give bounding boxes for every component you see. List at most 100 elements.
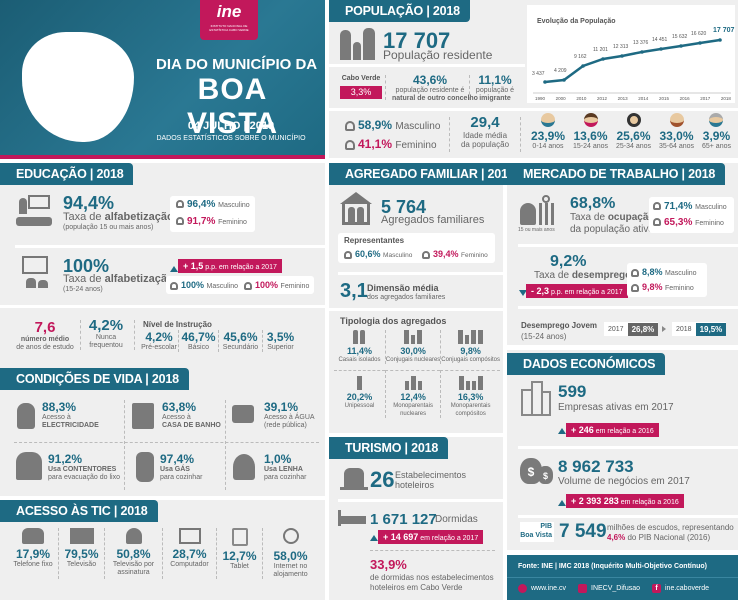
natural-value: 43,6%: [412, 73, 448, 87]
chart-x-axis: 1990 2000 2010 2012 2013 2014 2015 2016 …: [535, 96, 731, 101]
x-tick: 2013: [617, 96, 628, 101]
pop-masculino: 58,9% Masculino: [345, 118, 440, 132]
tipologia-item: 12,4% Monoparentais nucleares: [384, 370, 441, 418]
jovem-desemp-label2: (15-24 anos): [521, 332, 567, 341]
nivel-value: 46,7%: [181, 330, 216, 344]
header-subtitle: DADOS ESTATÍSTICOS SOBRE O MUNICÍPIO: [156, 135, 306, 142]
cond-value: 97,4%: [160, 452, 195, 466]
age-group: 23,9% 0-14 anos: [531, 113, 565, 151]
worker-tools-icon: [520, 195, 560, 225]
mercado-panel: [507, 163, 738, 345]
x-tick: 1990: [535, 96, 546, 101]
cond-label: ELECTRICIDADE: [42, 422, 99, 429]
agregados-label: Agregados familiares: [381, 214, 485, 226]
masc-value: 8,8%: [642, 267, 663, 277]
divider: [329, 308, 503, 311]
tipologia-label: Monoparentais compósitos: [450, 403, 491, 417]
cond-label: Acesso à: [42, 414, 71, 421]
classroom-icon: [16, 195, 52, 227]
divider: [518, 515, 738, 518]
pib-label: Boa Vista: [520, 532, 552, 539]
year-value: 19,5%: [695, 322, 727, 336]
logo-text: INSTITUTO NACIONAL DE ESTATÍSTICA CABO V…: [209, 24, 249, 32]
gas-bottle-icon: [136, 452, 154, 482]
chart-line: [533, 38, 731, 94]
natural-outro-concelho: 43,6% população residente é natural de o…: [392, 73, 478, 103]
idade-label: da população: [460, 140, 510, 149]
masc-label: Masculino: [218, 202, 250, 209]
section-title-populacao: POPULAÇÃO | 2018: [329, 0, 470, 22]
x-tick: 2018: [720, 96, 731, 101]
jovem-alfa-sub: (15-24 anos): [63, 286, 103, 293]
year-label: 2018: [676, 325, 692, 333]
chart-point-label: 12 313: [613, 44, 629, 50]
teacher-icon: [20, 256, 52, 290]
pib-pct: 4,6%: [607, 533, 626, 542]
badge-text: em relação a 2017: [564, 289, 623, 296]
imigrante-label: população é: [475, 87, 515, 94]
firewood-icon: [233, 454, 255, 480]
badge-text: em relação a 2016: [595, 428, 654, 435]
age-label: 25-34 anos: [615, 143, 652, 150]
alfa-label-bold: alfabetização: [104, 273, 174, 285]
nunca-frequentou: 4,2% Nunca frequentou: [84, 317, 128, 350]
ocup-icon-label: 15 ou mais anos: [518, 227, 555, 233]
dimensao-label2: dos agregados familiares: [367, 294, 446, 301]
badge-text: em relação a 2017: [218, 264, 277, 271]
pib-text2: 4,6% do PIB Nacional (2016): [607, 533, 710, 542]
footer-facebook-link[interactable]: f ine.caboverde: [652, 584, 709, 593]
negocios-value: 8 962 733: [558, 457, 634, 476]
x-tick: 2016: [679, 96, 690, 101]
masc-value: 96,4%: [187, 199, 216, 210]
x-tick: 2010: [576, 96, 587, 101]
nunca-value: 4,2%: [88, 317, 124, 334]
arrow-down-icon: [519, 290, 527, 296]
age-label: 0-14 anos: [532, 143, 564, 150]
desemp-label: Taxa de desemprego: [534, 270, 631, 281]
fem-label: Feminino: [218, 219, 247, 226]
age-group: 13,6% 15-24 anos: [573, 113, 608, 151]
nivel-label: Pré-escolar: [141, 344, 177, 351]
masc-value: 71,4%: [664, 201, 693, 212]
tic-item: 28,7% Computador: [162, 528, 216, 579]
header-accent-bar: [0, 155, 325, 159]
chart-point-label: 11 201: [593, 47, 608, 53]
nunca-label: Nunca: [95, 334, 117, 341]
lightbulb-icon: [17, 403, 35, 429]
male-icon: [176, 200, 184, 209]
cond-value: 88,3%: [42, 400, 77, 414]
tipologia-value: 30,0%: [400, 346, 426, 356]
nivel-label: Secundário: [222, 344, 259, 351]
badge-unit: p.p.: [205, 264, 217, 271]
dormidas-badge: + 14 697 em relação a 2017: [378, 530, 484, 544]
water-tap-icon: [232, 405, 254, 423]
footer-website-link[interactable]: www.ine.cv: [518, 584, 566, 593]
divider: [0, 305, 325, 308]
nivel-label: Superior: [267, 344, 294, 351]
footer-twitter-link[interactable]: INECV_Difusao: [578, 584, 640, 593]
population-total: 17 707: [383, 28, 451, 53]
age-group: 25,6% 25-34 anos: [616, 113, 651, 151]
cond-label: Usa GÁS: [160, 466, 190, 473]
masc-value: 60,6%: [355, 249, 381, 259]
logo-mark-icon: ine: [216, 2, 242, 21]
tic-item: 79,5% Televisão: [58, 528, 104, 579]
pib-text: do PIB Nacional (2016): [625, 533, 711, 542]
masc-label: Masculino: [695, 204, 727, 211]
badge-value: - 2,3: [531, 286, 550, 296]
tipologia-label: Conjugais nucleares: [385, 357, 441, 363]
fem-value: 41,1%: [358, 137, 393, 151]
footer-divider: [507, 577, 738, 578]
jovem-2018: 2018 19,5%: [672, 322, 727, 336]
desemp-label-bold: desemprego: [571, 270, 632, 281]
cond-gas: 97,4% Usa GÁS para cozinhar: [160, 452, 202, 482]
badge-unit: p.p.: [550, 289, 563, 296]
cond-label: para cozinhar: [264, 474, 307, 481]
chart-point-label: 15 632: [672, 34, 688, 40]
masc-value: 100%: [181, 280, 205, 290]
x-tick: 2012: [596, 96, 607, 101]
desemp-fem: 9,8% Feminino: [631, 282, 694, 292]
masc-value: 58,9%: [358, 118, 393, 132]
age-value: 13,6%: [573, 129, 608, 143]
child-icon: [541, 113, 555, 127]
